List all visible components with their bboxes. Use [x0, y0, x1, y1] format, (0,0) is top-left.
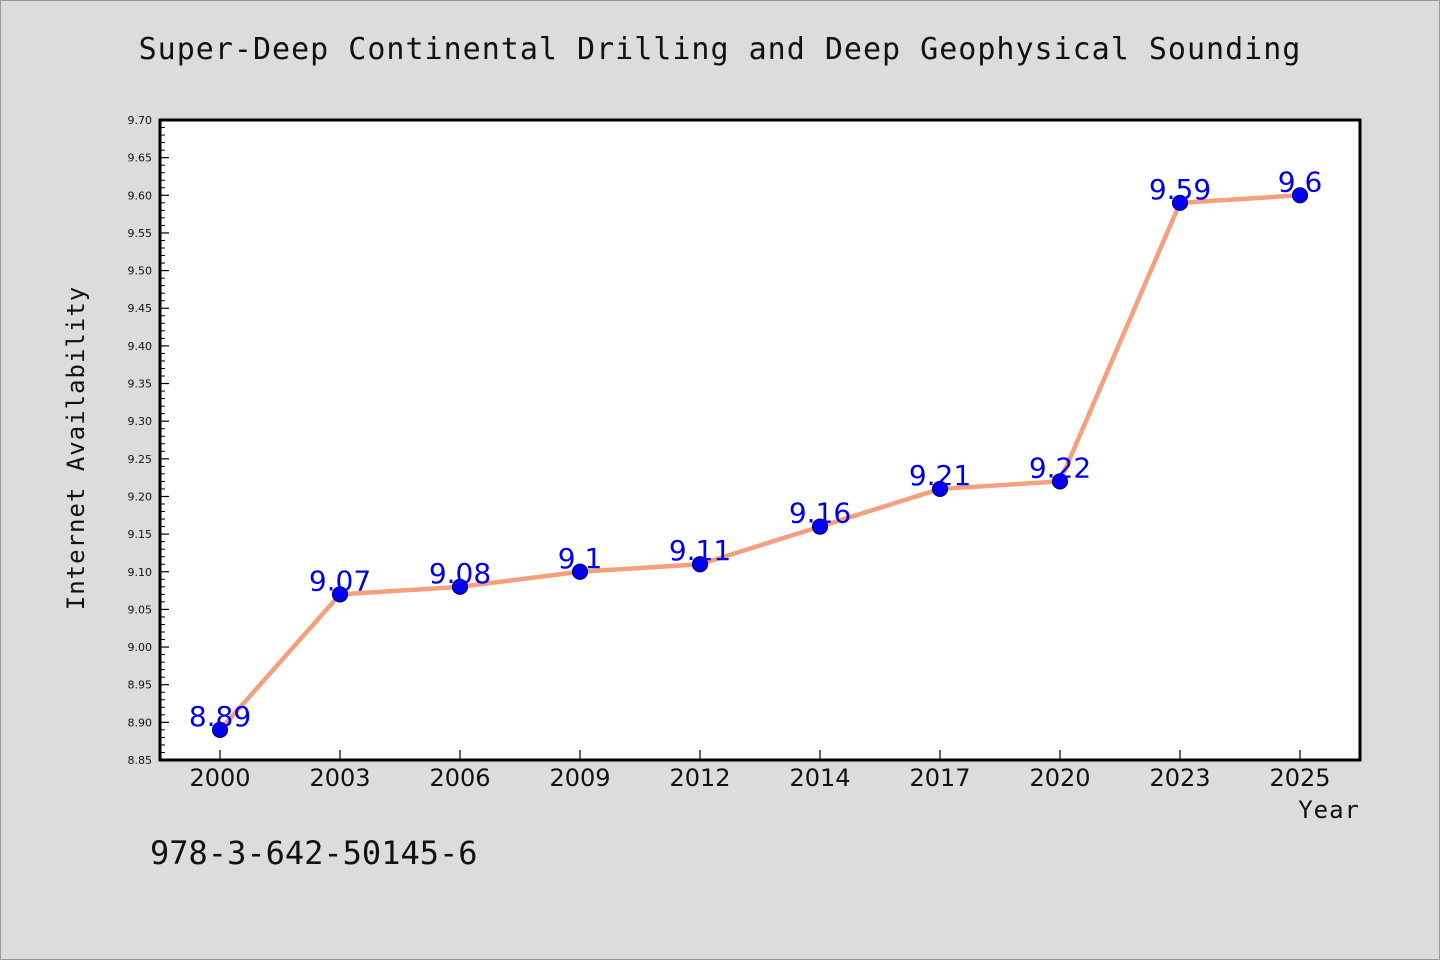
y-tick-label: 9.25	[128, 453, 153, 466]
data-label: 9.07	[309, 564, 371, 597]
data-point	[1171, 194, 1189, 211]
y-tick-label: 9.35	[128, 378, 153, 391]
data-label: 9.59	[1149, 173, 1211, 206]
x-tick-label: 2006	[429, 764, 490, 792]
data-labels: 8.89 9.07 9.08 9.1 9.11 9.16 9.21 9.22 9.59 9.6	[189, 165, 1322, 733]
data-point	[211, 721, 229, 738]
y-tick-label: 9.50	[128, 265, 153, 278]
isbn-text: 978-3-642-50145-6	[150, 834, 478, 872]
data-label: 9.21	[909, 459, 971, 492]
data-label: 9.1	[558, 542, 603, 575]
data-point	[1051, 473, 1069, 490]
data-label: 8.89	[189, 700, 251, 733]
y-tick-label: 9.60	[128, 189, 153, 202]
plot-area	[158, 118, 1362, 762]
y-tick-label: 9.40	[128, 340, 153, 353]
y-tick-label: 9.10	[128, 566, 153, 579]
series-group	[211, 187, 1309, 738]
x-tick-label: 2023	[1149, 764, 1210, 792]
x-tick-label: 2012	[669, 764, 730, 792]
data-point	[931, 480, 949, 498]
x-tick-label: 2017	[909, 764, 970, 792]
y-tick-label: 8.95	[128, 679, 153, 692]
series-line	[218, 193, 1301, 732]
x-axis-title: Year	[1298, 796, 1360, 824]
y-tick-label: 9.65	[128, 152, 153, 165]
chart-title: Super-Deep Continental Drilling and Deep…	[138, 32, 1302, 67]
data-point	[331, 586, 349, 603]
y-tick-label: 9.20	[128, 490, 153, 503]
data-label: 9.16	[789, 497, 851, 530]
data-point	[1291, 187, 1309, 204]
data-point	[811, 518, 829, 535]
x-tick-label: 2025	[1269, 764, 1330, 792]
y-tick-label: 8.85	[128, 754, 153, 767]
data-label: 9.08	[429, 557, 491, 590]
y-tick-label: 9.00	[128, 641, 153, 654]
x-tick-label: 2000	[189, 764, 250, 792]
y-tick-label: 8.90	[128, 716, 153, 729]
x-tick-label: 2020	[1029, 764, 1090, 792]
x-tick-label: 2009	[549, 764, 610, 792]
y-tick-label: 9.30	[128, 415, 153, 428]
data-point	[571, 563, 589, 580]
y-tick-label: 9.55	[128, 227, 153, 240]
data-label: 9.22	[1029, 451, 1091, 484]
data-point	[691, 556, 709, 573]
y-tick-label: 9.45	[128, 302, 153, 315]
x-tick-label: 2014	[789, 764, 850, 792]
y-tick-label: 9.70	[128, 114, 153, 127]
x-axis: 2000 2003 2006 2009 2012 2014 2017 2020 2023 2025	[189, 750, 1331, 792]
y-tick-label: 9.15	[128, 528, 153, 541]
y-axis: 8.85 8.90 8.95 9.00 9.05 9.10 9.15 9.20 9.25 9.30…	[128, 114, 169, 767]
y-tick-label: 9.05	[128, 603, 153, 616]
data-point	[451, 578, 469, 595]
data-label: 9.11	[669, 534, 731, 567]
x-tick-label: 2003	[309, 764, 370, 792]
data-label: 9.6	[1278, 165, 1323, 198]
